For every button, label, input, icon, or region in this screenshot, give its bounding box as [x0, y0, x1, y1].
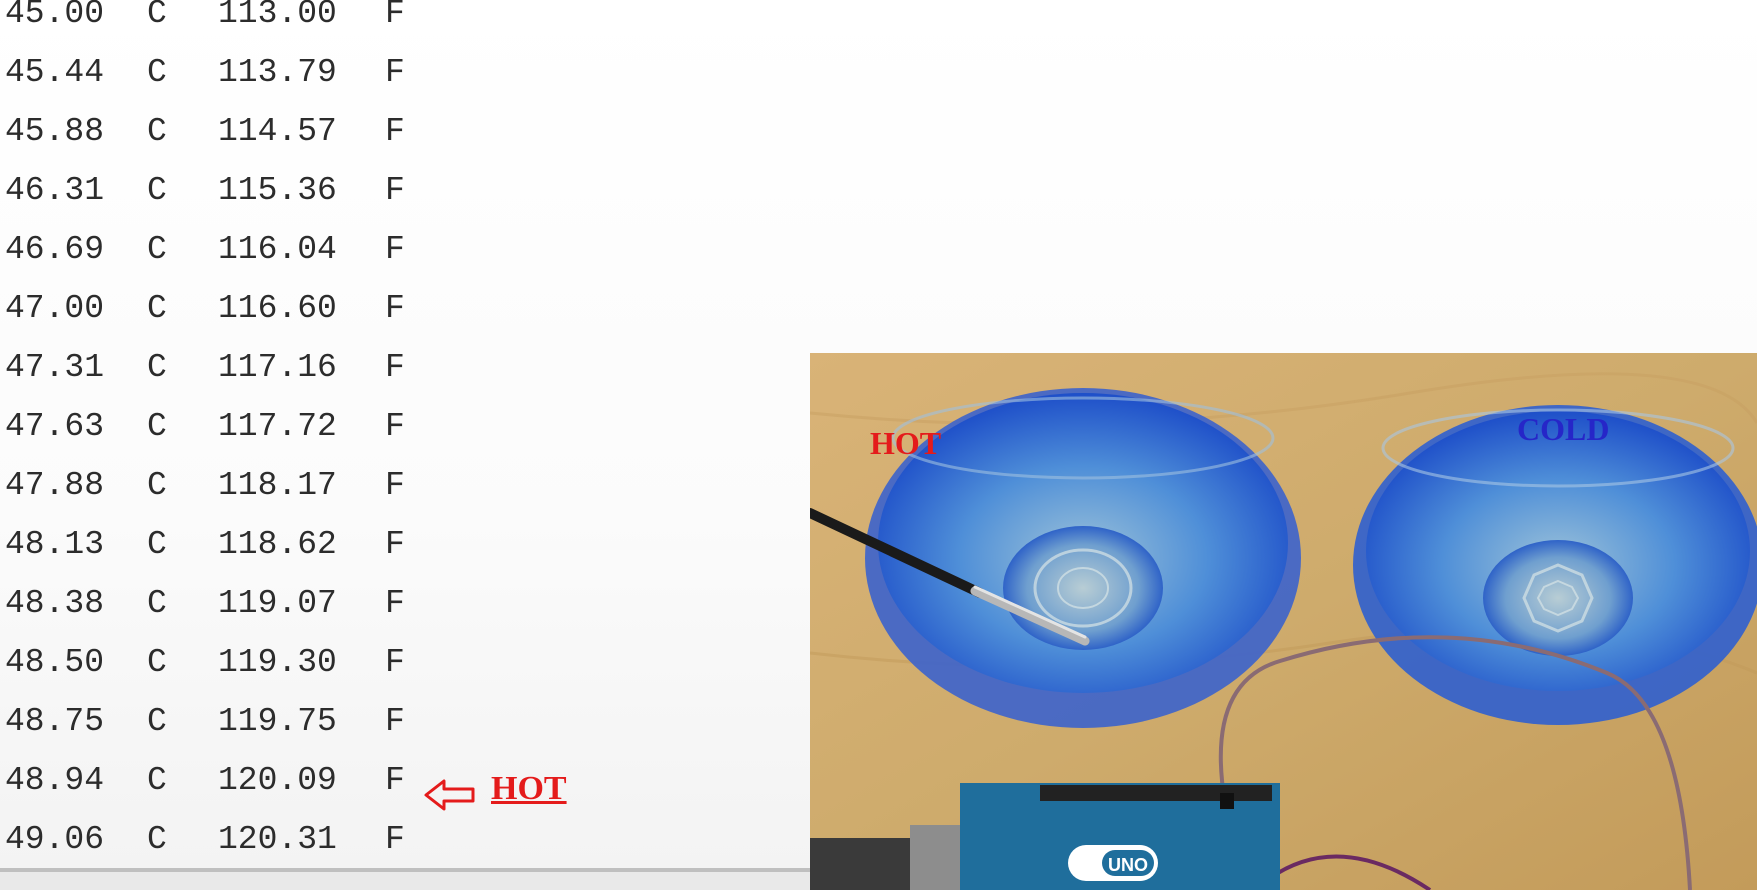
fahrenheit-value: 115.36	[218, 172, 337, 209]
fahrenheit-unit: F	[385, 349, 405, 386]
celsius-value: 47.31	[5, 349, 105, 386]
celsius-unit: C	[147, 231, 167, 268]
glass-bowl-icon	[1353, 405, 1757, 725]
celsius-value: 48.75	[5, 703, 105, 740]
photo-scene: UNO	[810, 353, 1757, 890]
celsius-unit: C	[147, 526, 167, 563]
fahrenheit-unit: F	[385, 821, 405, 858]
celsius-value: 47.00	[5, 290, 105, 327]
celsius-value: 48.50	[5, 644, 105, 681]
left-arrow-icon	[424, 779, 475, 811]
celsius-unit: C	[147, 585, 167, 622]
celsius-unit: C	[147, 290, 167, 327]
fahrenheit-value: 113.79	[218, 54, 337, 91]
fahrenheit-value: 117.16	[218, 349, 337, 386]
celsius-unit: C	[147, 467, 167, 504]
celsius-value: 48.94	[5, 762, 105, 799]
fahrenheit-unit: F	[385, 526, 405, 563]
fahrenheit-value: 118.62	[218, 526, 337, 563]
celsius-value: 46.31	[5, 172, 105, 209]
fahrenheit-value: 120.31	[218, 821, 337, 858]
celsius-value: 47.63	[5, 408, 105, 445]
fahrenheit-unit: F	[385, 408, 405, 445]
celsius-unit: C	[147, 113, 167, 150]
celsius-unit: C	[147, 0, 167, 32]
fahrenheit-unit: F	[385, 762, 405, 799]
hot-annotation-label: HOT	[491, 770, 567, 807]
celsius-value: 48.38	[5, 585, 105, 622]
fahrenheit-unit: F	[385, 113, 405, 150]
cold-bowl-label: COLD	[1517, 411, 1610, 447]
fahrenheit-unit: F	[385, 0, 405, 32]
glass-bowl-icon	[865, 388, 1301, 728]
fahrenheit-unit: F	[385, 467, 405, 504]
fahrenheit-unit: F	[385, 54, 405, 91]
arduino-board-icon: UNO	[810, 783, 1280, 890]
fahrenheit-value: 114.57	[218, 113, 337, 150]
hot-cold-bowls-photo: UNO HOT COLD	[810, 353, 1757, 890]
hot-bowl-label: HOT	[870, 425, 942, 461]
celsius-unit: C	[147, 54, 167, 91]
celsius-value: 45.88	[5, 113, 105, 150]
celsius-unit: C	[147, 703, 167, 740]
fahrenheit-unit: F	[385, 585, 405, 622]
fahrenheit-value: 116.04	[218, 231, 337, 268]
celsius-unit: C	[147, 408, 167, 445]
celsius-unit: C	[147, 644, 167, 681]
celsius-value: 45.00	[5, 0, 105, 32]
fahrenheit-value: 119.30	[218, 644, 337, 681]
fahrenheit-unit: F	[385, 172, 405, 209]
fahrenheit-unit: F	[385, 703, 405, 740]
fahrenheit-unit: F	[385, 231, 405, 268]
celsius-value: 46.69	[5, 231, 105, 268]
celsius-value: 45.44	[5, 54, 105, 91]
fahrenheit-value: 116.60	[218, 290, 337, 327]
fahrenheit-value: 118.17	[218, 467, 337, 504]
temperature-probe-icon	[810, 508, 1090, 646]
fahrenheit-value: 113.00	[218, 0, 337, 32]
celsius-unit: C	[147, 172, 167, 209]
celsius-value: 48.13	[5, 526, 105, 563]
fahrenheit-value: 119.07	[218, 585, 337, 622]
fahrenheit-value: 117.72	[218, 408, 337, 445]
celsius-unit: C	[147, 762, 167, 799]
celsius-value: 47.88	[5, 467, 105, 504]
fahrenheit-value: 120.09	[218, 762, 337, 799]
celsius-value: 49.06	[5, 821, 105, 858]
fahrenheit-unit: F	[385, 644, 405, 681]
celsius-unit: C	[147, 349, 167, 386]
fahrenheit-unit: F	[385, 290, 405, 327]
board-badge: UNO	[1108, 855, 1148, 875]
celsius-unit: C	[147, 821, 167, 858]
fahrenheit-value: 119.75	[218, 703, 337, 740]
